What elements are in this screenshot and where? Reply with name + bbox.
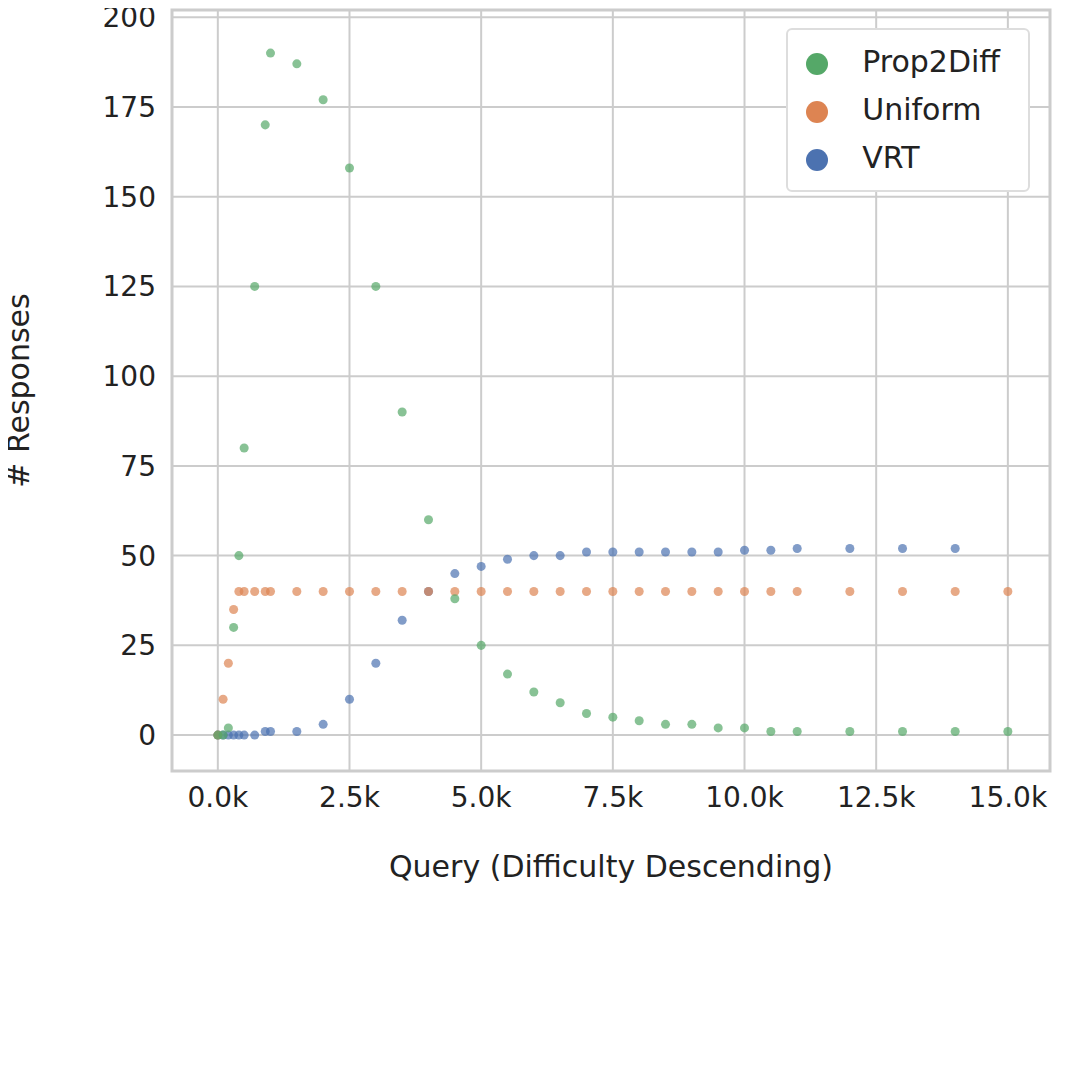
svg-text:0: 0 [138,719,156,752]
svg-text:25: 25 [120,629,156,662]
svg-text:10.0k: 10.0k [705,781,784,814]
svg-text:# Responses: # Responses [8,293,36,487]
svg-text:15.0k: 15.0k [969,781,1048,814]
svg-text:175: 175 [103,91,156,124]
html-text:Prop2Diff: Prop2Diff [862,44,1000,79]
svg-text:125: 125 [103,270,156,303]
svg-text:75: 75 [120,450,156,483]
svg-text:12.5k: 12.5k [837,781,916,814]
svg-text:7.5k: 7.5k [582,781,644,814]
svg-text:200: 200 [103,8,156,34]
html-text:Uniform: Uniform [862,92,982,127]
svg-text:5.0k: 5.0k [451,781,513,814]
svg-text:2.5k: 2.5k [319,781,381,814]
svg-text:Query (Difficulty Descending): Query (Difficulty Descending) [389,849,833,884]
html-text:VRT: VRT [862,140,920,175]
svg-text:50: 50 [120,540,156,573]
svg-text:0.0k: 0.0k [187,781,249,814]
svg-text:150: 150 [103,181,156,214]
svg-text:100: 100 [103,360,156,393]
